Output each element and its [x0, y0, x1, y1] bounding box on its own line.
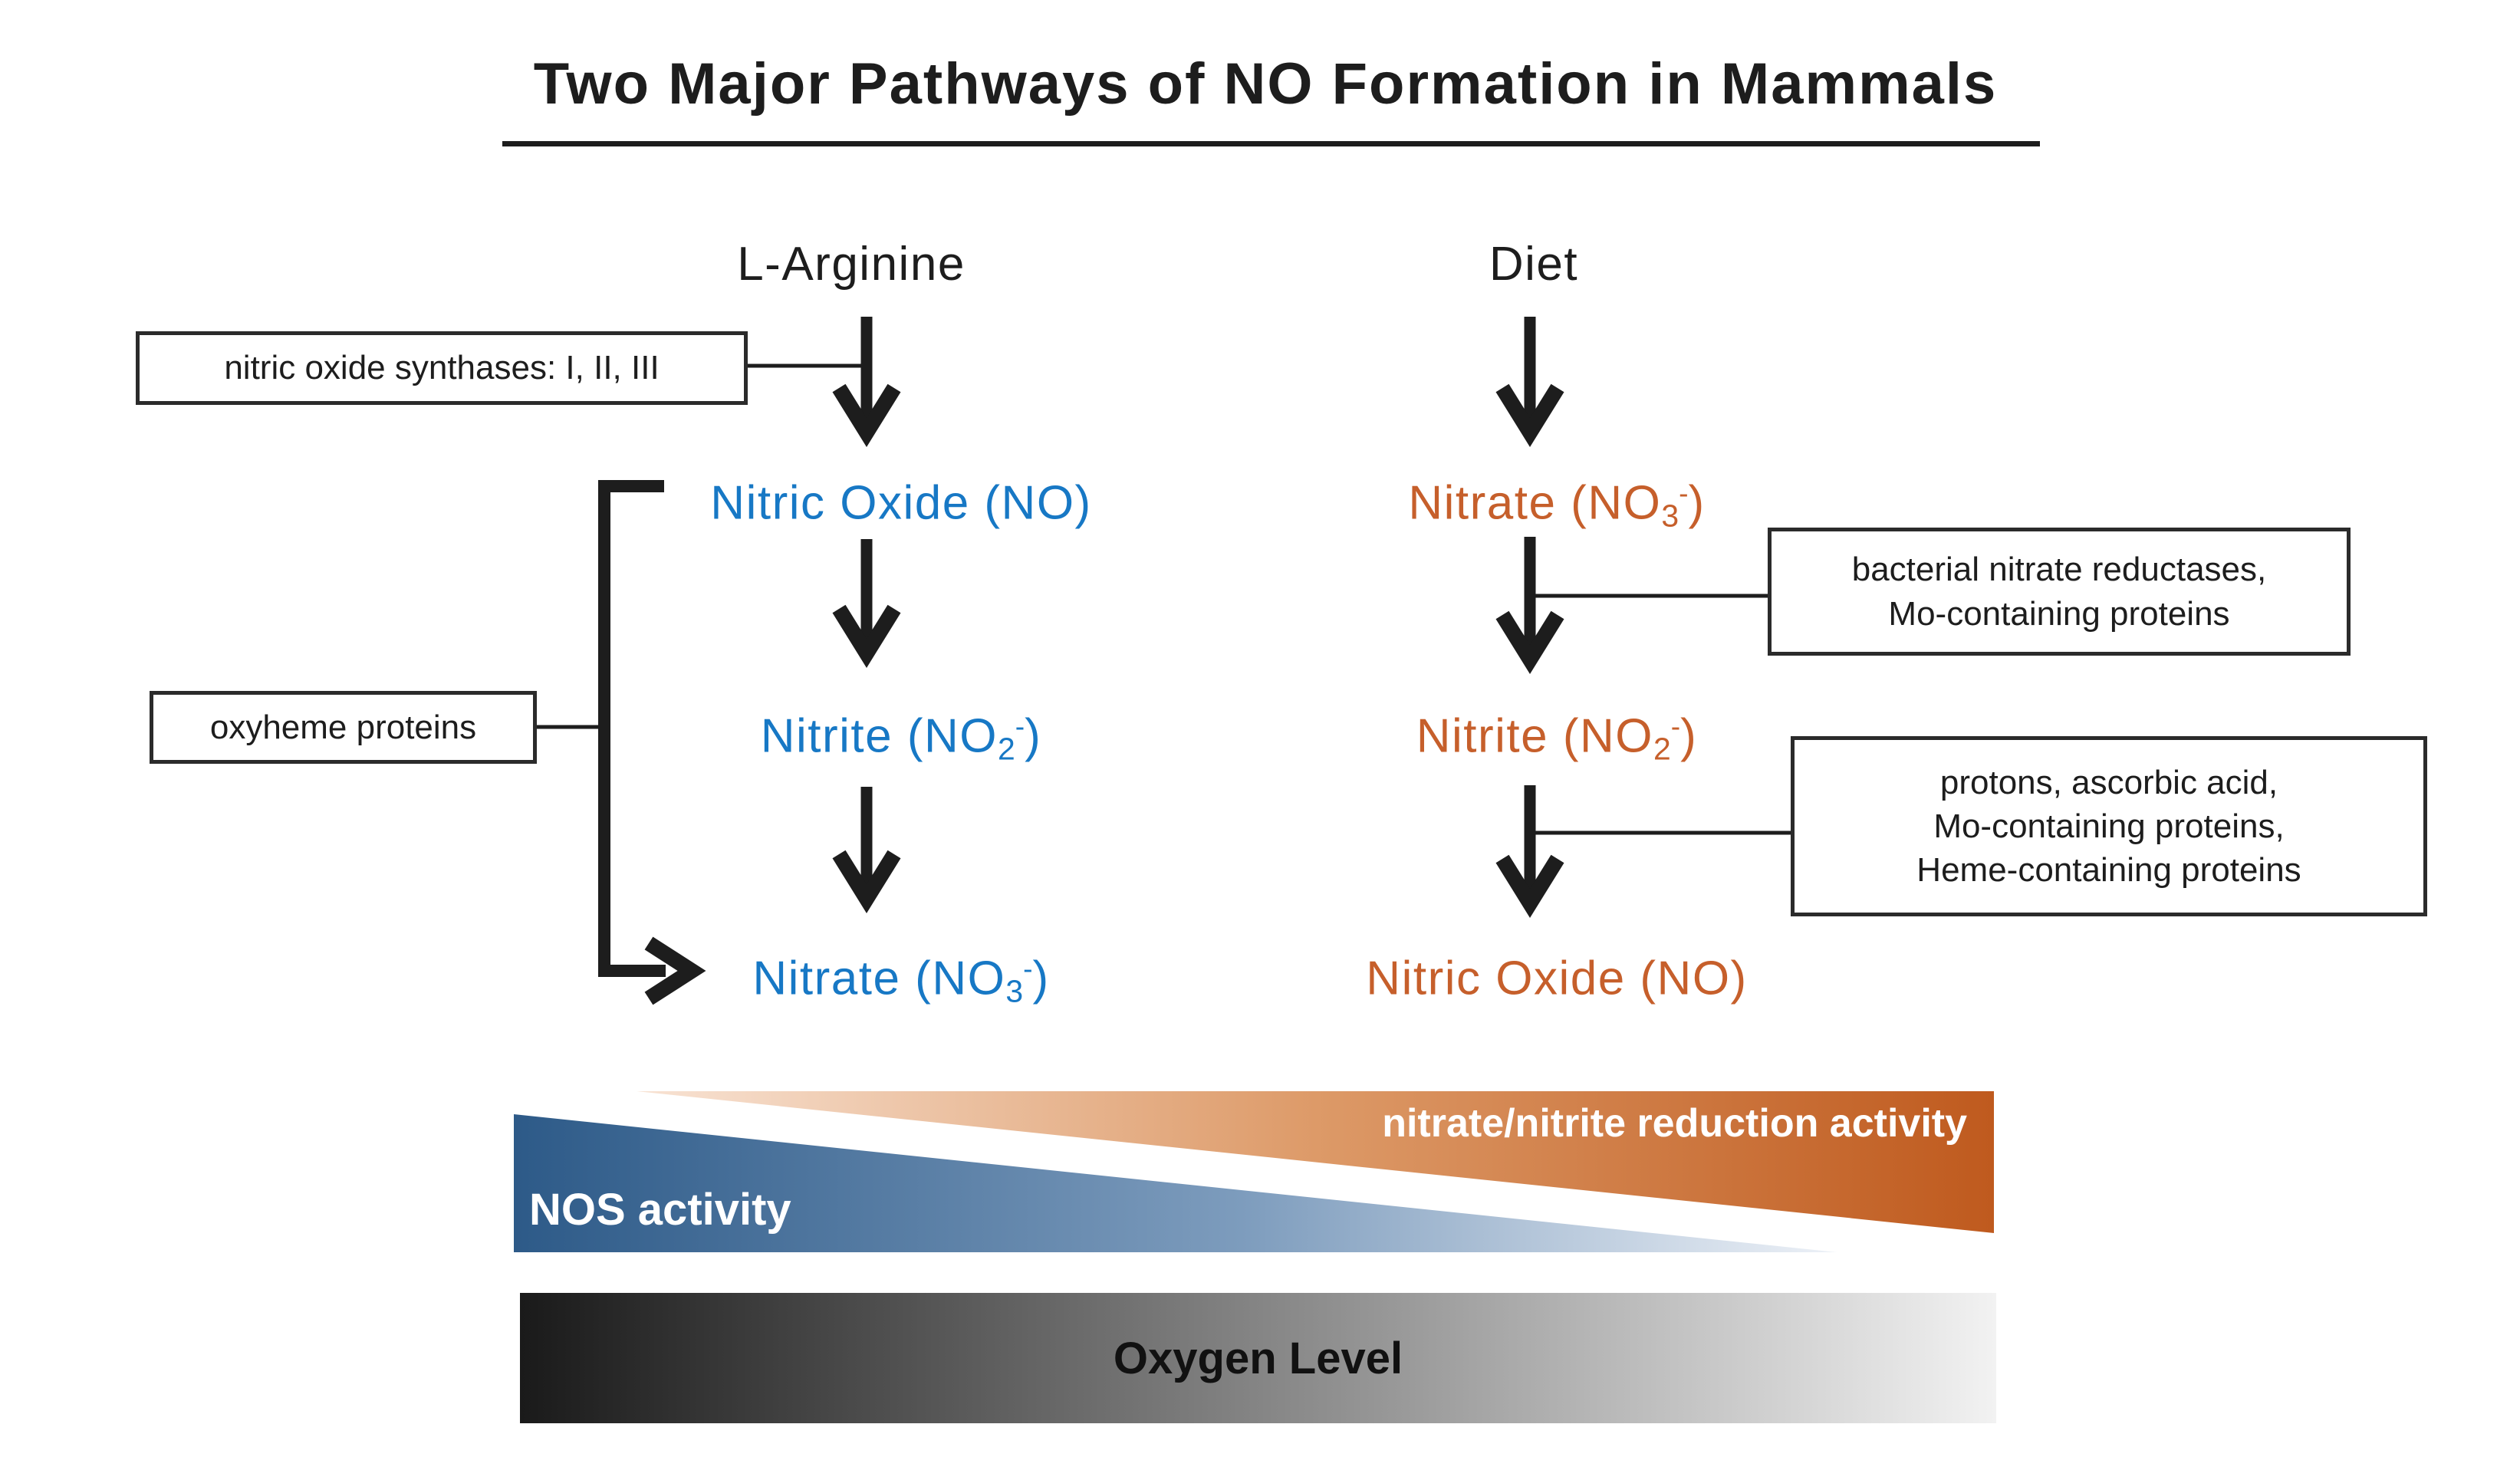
- enzyme-box-label: nitric oxide synthases: I, II, III: [224, 349, 660, 387]
- species-subscript: 3: [1005, 973, 1024, 1009]
- down-arrow-icon: [832, 317, 901, 447]
- species-subscript: 2: [1653, 731, 1671, 767]
- right-source-label: Diet: [1489, 238, 1579, 291]
- title-underline: [502, 141, 2040, 146]
- nos-activity-label: NOS activity: [529, 1185, 791, 1235]
- oxygen-level-bar: Oxygen Level: [520, 1293, 1996, 1423]
- reductase-box-line: Mo-containing proteins: [1888, 594, 2230, 633]
- enzyme-box: nitric oxide synthases: I, II, III: [136, 331, 748, 405]
- species-superscript: -: [1023, 952, 1033, 985]
- left-source-label: L-Arginine: [737, 238, 966, 291]
- species-text: ): [1025, 709, 1042, 763]
- oxyheme-box: oxyheme proteins: [150, 691, 537, 764]
- species-text: Nitric Oxide (NO): [1366, 952, 1748, 1005]
- oxyheme-box-label: oxyheme proteins: [209, 708, 477, 746]
- reduction-agents-box-line: Mo-containing proteins,: [1933, 807, 2285, 845]
- species-nitrate-left: Nitrate (NO3-): [752, 944, 1049, 1015]
- reduction-activity-label: nitrate/nitrite reduction activity: [1382, 1101, 1967, 1146]
- species-text: Nitrite (NO: [1416, 709, 1653, 763]
- species-text: Nitrate (NO: [752, 952, 1006, 1005]
- species-nitric-oxide-right: Nitric Oxide (NO): [1366, 944, 1747, 1015]
- down-arrow-icon: [832, 787, 901, 913]
- reduction-agents-box: protons, ascorbic acid, Mo-containing pr…: [1791, 736, 2427, 916]
- page-title: Two Major Pathways of NO Formation in Ma…: [533, 51, 1998, 117]
- species-text: ): [1680, 709, 1698, 763]
- species-nitrate-right: Nitrate (NO3-): [1408, 469, 1705, 540]
- down-arrow-icon: [1495, 537, 1564, 674]
- species-subscript: 3: [1661, 498, 1679, 534]
- down-arrow-icon: [832, 539, 901, 668]
- species-text: Nitric Oxide (NO): [710, 476, 1092, 530]
- species-nitrite-left: Nitrite (NO2-): [761, 702, 1042, 773]
- bypass-bracket-arrow-icon: [598, 480, 706, 1005]
- down-arrow-icon: [1495, 785, 1564, 918]
- reductase-box: bacterial nitrate reductases, Mo-contain…: [1768, 528, 2351, 656]
- reduction-agents-box-line: protons, ascorbic acid,: [1939, 763, 2278, 801]
- reductase-box-line: bacterial nitrate reductases,: [1851, 551, 2267, 589]
- species-nitric-oxide-left: Nitric Oxide (NO): [710, 469, 1091, 540]
- oxygen-level-label: Oxygen Level: [1113, 1333, 1403, 1383]
- species-text: ): [1032, 952, 1050, 1005]
- reduction-agents-box-line: Heme-containing proteins: [1916, 851, 2301, 890]
- species-superscript: -: [1015, 710, 1025, 742]
- species-superscript: -: [1670, 710, 1681, 742]
- down-arrow-icon: [1495, 317, 1564, 447]
- species-text: ): [1688, 476, 1706, 530]
- species-text: Nitrate (NO: [1408, 476, 1662, 530]
- species-subscript: 2: [997, 731, 1015, 767]
- species-text: Nitrite (NO: [760, 709, 998, 763]
- species-nitrite-right: Nitrite (NO2-): [1416, 702, 1698, 773]
- species-superscript: -: [1679, 477, 1689, 509]
